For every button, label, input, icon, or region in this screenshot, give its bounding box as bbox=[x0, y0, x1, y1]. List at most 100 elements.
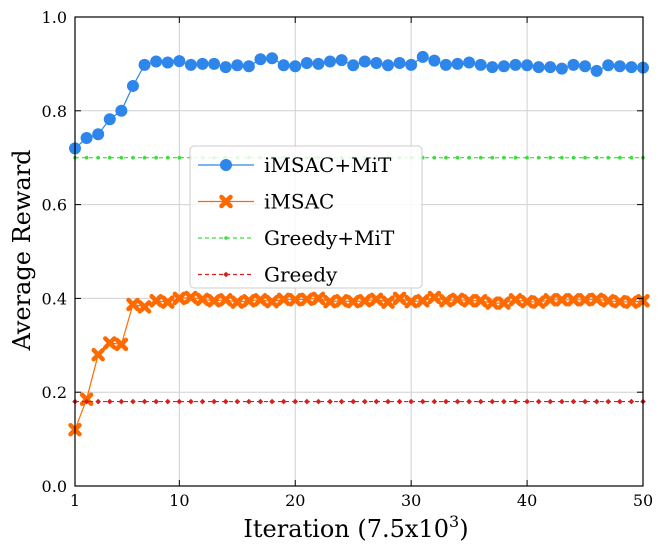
data-point bbox=[439, 293, 453, 308]
data-point bbox=[106, 398, 113, 405]
data-point bbox=[347, 59, 360, 72]
data-point bbox=[208, 57, 221, 70]
data-point bbox=[234, 398, 241, 405]
data-point bbox=[593, 398, 600, 405]
data-point bbox=[396, 398, 403, 405]
data-point bbox=[150, 55, 163, 68]
x-tick-label: 20 bbox=[285, 491, 305, 510]
data-point bbox=[508, 293, 523, 307]
data-point bbox=[358, 55, 371, 68]
data-point bbox=[385, 398, 391, 405]
data-point bbox=[292, 398, 299, 405]
data-point bbox=[222, 398, 229, 405]
data-point bbox=[432, 155, 437, 160]
data-point bbox=[119, 155, 124, 160]
data-point-stroke-b bbox=[613, 294, 627, 309]
data-point bbox=[300, 292, 314, 307]
data-point bbox=[571, 155, 576, 160]
data-point bbox=[525, 155, 529, 160]
data-point bbox=[404, 294, 418, 309]
data-point-stroke-b bbox=[160, 295, 175, 309]
data-point bbox=[559, 398, 565, 405]
data-point-stroke-b bbox=[288, 293, 302, 307]
data-point bbox=[531, 295, 546, 309]
data-point bbox=[130, 398, 136, 405]
data-point bbox=[254, 53, 267, 66]
x-axis-label-close: ) bbox=[459, 515, 468, 543]
data-point bbox=[231, 59, 244, 72]
data-point bbox=[350, 398, 357, 405]
data-point bbox=[369, 292, 384, 307]
data-point bbox=[370, 56, 383, 69]
data-point bbox=[207, 293, 221, 308]
data-point bbox=[115, 104, 128, 117]
data-point bbox=[431, 398, 438, 405]
data-point bbox=[601, 293, 615, 308]
legend-marker bbox=[223, 271, 229, 278]
data-point bbox=[486, 61, 499, 74]
data-point bbox=[219, 61, 232, 74]
data-point bbox=[137, 300, 152, 314]
data-point bbox=[570, 398, 577, 405]
data-point bbox=[96, 155, 100, 160]
data-point-stroke-b bbox=[520, 294, 534, 309]
data-point bbox=[138, 58, 151, 71]
data-point-stroke-b bbox=[195, 292, 210, 307]
data-point bbox=[405, 58, 418, 71]
data-point-stroke-b bbox=[624, 295, 639, 309]
legend-entry: iMSAC bbox=[198, 190, 334, 214]
data-point bbox=[489, 398, 496, 405]
data-point-stroke-b bbox=[300, 292, 314, 307]
data-point bbox=[280, 398, 287, 405]
data-point bbox=[535, 398, 542, 405]
data-point bbox=[381, 295, 395, 309]
data-point bbox=[118, 398, 125, 405]
data-point bbox=[567, 58, 580, 71]
data-point bbox=[253, 293, 268, 307]
data-point bbox=[416, 293, 430, 308]
legend-entry: iMSAC+MiT bbox=[198, 153, 392, 177]
data-point bbox=[196, 57, 209, 70]
data-point bbox=[582, 398, 588, 405]
legend-entry: Greedy+MiT bbox=[198, 226, 395, 250]
data-point bbox=[131, 155, 135, 160]
data-point bbox=[107, 155, 112, 160]
series-0 bbox=[69, 50, 649, 155]
data-point-stroke-b bbox=[149, 293, 163, 308]
data-point bbox=[346, 294, 360, 309]
data-point-stroke-b bbox=[242, 293, 256, 308]
data-point bbox=[466, 398, 472, 405]
data-point bbox=[617, 398, 623, 405]
data-point bbox=[381, 59, 394, 72]
data-point bbox=[83, 398, 90, 405]
data-point-stroke-b bbox=[589, 292, 604, 307]
data-point bbox=[520, 294, 534, 309]
data-point bbox=[512, 398, 519, 405]
data-point bbox=[392, 291, 407, 306]
data-point bbox=[338, 398, 345, 405]
data-point bbox=[443, 398, 449, 405]
data-point bbox=[242, 293, 256, 308]
data-point-stroke-b bbox=[218, 293, 233, 307]
data-point-stroke-b bbox=[91, 347, 105, 362]
data-point bbox=[474, 58, 487, 71]
data-point-stroke-b bbox=[462, 293, 476, 308]
y-tick-label: 0.2 bbox=[42, 383, 67, 402]
data-point-stroke-b bbox=[172, 291, 187, 306]
data-point-stroke-b bbox=[207, 293, 221, 308]
series-3 bbox=[72, 398, 646, 405]
data-point bbox=[164, 398, 171, 405]
data-point bbox=[524, 398, 530, 405]
legend-box bbox=[189, 145, 423, 289]
data-point bbox=[324, 55, 337, 68]
data-point bbox=[361, 398, 368, 405]
data-point bbox=[509, 58, 522, 71]
data-point bbox=[485, 296, 500, 310]
y-tick-label: 0.8 bbox=[42, 102, 67, 121]
data-point-stroke-b bbox=[137, 300, 152, 314]
data-point-stroke-b bbox=[392, 291, 407, 306]
data-point-stroke-b bbox=[439, 293, 453, 308]
data-point bbox=[289, 60, 302, 73]
data-point bbox=[579, 60, 592, 73]
data-point bbox=[416, 50, 429, 63]
